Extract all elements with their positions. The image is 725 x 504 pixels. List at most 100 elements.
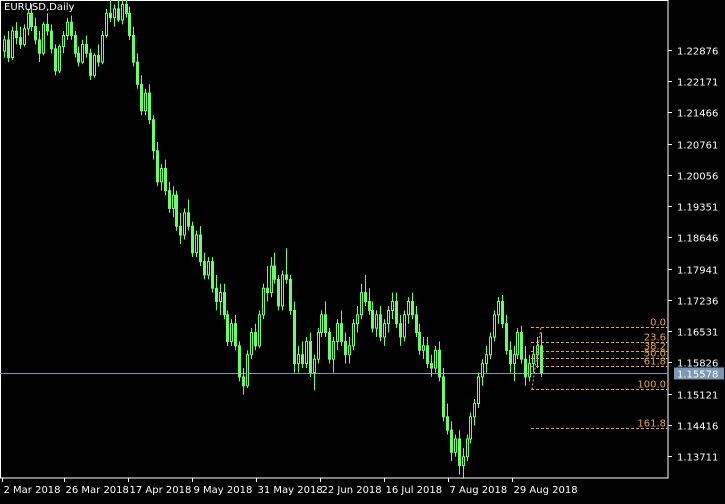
candle	[501, 294, 504, 329]
candle-body-bear	[74, 34, 77, 54]
fib-level: 0.0	[531, 318, 668, 329]
candle-body-bull	[172, 194, 175, 209]
candle-body-bear	[136, 61, 139, 85]
candle	[11, 26, 14, 60]
candle-body-bull	[360, 292, 363, 316]
candle	[168, 181, 171, 213]
candle	[348, 336, 351, 364]
candle	[226, 310, 229, 346]
candle	[254, 323, 257, 351]
candle-body-bear	[309, 340, 312, 373]
y-tick: 1.21466	[668, 109, 718, 120]
candle	[285, 248, 288, 284]
candle	[266, 266, 269, 302]
candle-body-bear	[152, 119, 155, 152]
candle	[156, 141, 159, 187]
candle-body-bear	[89, 52, 92, 76]
candle-body-bear	[226, 314, 229, 342]
candle	[289, 274, 292, 315]
candle-body-bear	[266, 287, 269, 294]
candle-body-bull	[81, 43, 84, 63]
candle	[399, 314, 402, 346]
candle	[160, 164, 163, 191]
candle	[364, 274, 367, 306]
candle-body-bull	[105, 12, 108, 36]
candle-body-bear	[415, 314, 418, 334]
candle	[375, 310, 378, 337]
candle-body-bear	[379, 314, 382, 338]
candle	[328, 328, 331, 364]
candle-body-bear	[364, 292, 367, 303]
candle	[418, 323, 421, 355]
candle-body-bull	[513, 354, 516, 365]
y-tick-label: 1.21466	[677, 109, 718, 120]
candle-body-bull	[121, 3, 124, 21]
candle	[344, 332, 347, 364]
candle	[242, 368, 245, 395]
candle	[520, 325, 523, 364]
candle-body-bear	[450, 429, 453, 453]
candle	[371, 301, 374, 333]
candle-body-bull	[281, 274, 284, 307]
candle-body-bear	[77, 52, 80, 63]
candle-body-bull	[23, 28, 26, 45]
candle-body-bear	[426, 345, 429, 365]
candle	[152, 115, 155, 160]
candle	[340, 310, 343, 346]
candle	[85, 35, 88, 58]
candle	[505, 314, 508, 355]
x-tick-label: 17 Apr 2018	[130, 485, 192, 496]
candle-body-bear	[254, 332, 257, 347]
y-tick: 1.17236	[668, 297, 718, 308]
candle-body-bull	[497, 301, 500, 316]
candle-body-bull	[317, 332, 320, 360]
candle	[281, 270, 284, 311]
y-tick: 1.15121	[668, 391, 718, 402]
fib-level: 50.0	[531, 349, 668, 360]
candle	[164, 159, 167, 196]
candle	[3, 35, 6, 58]
candle-body-bull	[27, 12, 30, 30]
x-tick-label: 26 Mar 2018	[66, 485, 129, 496]
candle	[305, 336, 308, 369]
candle	[434, 345, 437, 373]
candle-body-bull	[403, 314, 406, 338]
candle-body-bull	[246, 354, 249, 387]
candle	[77, 46, 80, 67]
candle	[297, 345, 300, 373]
y-tick: 1.16531	[668, 328, 718, 339]
y-tick-label: 1.17236	[677, 297, 718, 308]
candle-body-bull	[262, 287, 265, 316]
candle-body-bear	[238, 345, 241, 378]
candle	[368, 288, 371, 315]
candle	[207, 257, 210, 280]
candle	[19, 26, 22, 49]
candle	[140, 75, 143, 116]
candle	[46, 13, 49, 36]
x-tick-label: 7 Aug 2018	[450, 485, 508, 496]
candle	[105, 8, 108, 38]
candle	[532, 345, 535, 373]
candle-body-bull	[466, 438, 469, 458]
candle	[485, 345, 488, 373]
candle-body-bull	[407, 301, 410, 316]
candle	[125, 0, 128, 18]
candle	[191, 221, 194, 258]
fib-level: 61.8	[531, 357, 668, 368]
candle	[356, 305, 359, 333]
candle	[7, 31, 10, 63]
candle-body-bull	[62, 34, 65, 48]
candle-body-bull	[493, 314, 496, 338]
candle-body-bull	[352, 323, 355, 347]
candle-body-bear	[293, 309, 296, 365]
candle-body-bull	[536, 345, 539, 356]
candle-body-bear	[509, 349, 512, 365]
candle-body-bull	[230, 323, 233, 342]
candle	[352, 319, 355, 351]
candle	[262, 283, 265, 320]
candle-body-bear	[505, 323, 508, 351]
candle	[473, 399, 476, 426]
x-tick-label: 29 Aug 2018	[514, 485, 578, 496]
candle-body-bear	[442, 376, 445, 418]
candle-body-bear	[30, 12, 33, 28]
